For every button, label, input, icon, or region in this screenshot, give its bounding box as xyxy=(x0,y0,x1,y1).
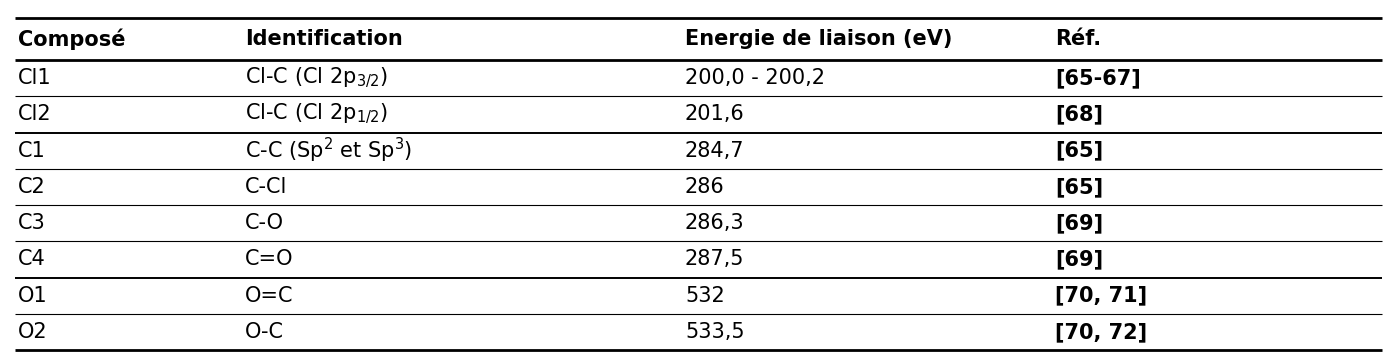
Text: [70, 72]: [70, 72] xyxy=(1055,322,1147,342)
Text: C3: C3 xyxy=(18,213,46,233)
Text: 284,7: 284,7 xyxy=(684,141,744,161)
Text: 532: 532 xyxy=(684,285,725,306)
Text: O=C: O=C xyxy=(245,285,294,306)
Text: Réf.: Réf. xyxy=(1055,29,1101,49)
Text: 533,5: 533,5 xyxy=(684,322,744,342)
Text: C-Cl: C-Cl xyxy=(245,177,287,197)
Text: C4: C4 xyxy=(18,249,46,269)
Text: [68]: [68] xyxy=(1055,104,1103,124)
Text: O1: O1 xyxy=(18,285,47,306)
Text: O-C: O-C xyxy=(245,322,284,342)
Text: 286: 286 xyxy=(684,177,725,197)
Text: 201,6: 201,6 xyxy=(684,104,744,124)
Text: Energie de liaison (eV): Energie de liaison (eV) xyxy=(684,29,952,49)
Text: [69]: [69] xyxy=(1055,213,1103,233)
Text: 200,0 - 200,2: 200,0 - 200,2 xyxy=(684,68,825,88)
Text: Composé: Composé xyxy=(18,28,125,50)
Text: [70, 71]: [70, 71] xyxy=(1055,285,1147,306)
Text: O2: O2 xyxy=(18,322,47,342)
Text: [65]: [65] xyxy=(1055,141,1103,161)
Text: [65]: [65] xyxy=(1055,177,1103,197)
Text: C2: C2 xyxy=(18,177,46,197)
Text: C=O: C=O xyxy=(245,249,294,269)
Text: C1: C1 xyxy=(18,141,46,161)
Text: C-C (Sp$^{2}$ et Sp$^{3}$): C-C (Sp$^{2}$ et Sp$^{3}$) xyxy=(245,136,413,165)
Text: Cl2: Cl2 xyxy=(18,104,52,124)
Text: Cl-C (Cl 2p$_{3/2}$): Cl-C (Cl 2p$_{3/2}$) xyxy=(245,66,388,90)
Text: Identification: Identification xyxy=(245,29,403,49)
Text: [65-67]: [65-67] xyxy=(1055,68,1140,88)
Text: 286,3: 286,3 xyxy=(684,213,744,233)
Text: C-O: C-O xyxy=(245,213,284,233)
Text: [69]: [69] xyxy=(1055,249,1103,269)
Text: Cl1: Cl1 xyxy=(18,68,52,88)
Text: Cl-C (Cl 2p$_{1/2}$): Cl-C (Cl 2p$_{1/2}$) xyxy=(245,102,388,126)
Text: 287,5: 287,5 xyxy=(684,249,744,269)
